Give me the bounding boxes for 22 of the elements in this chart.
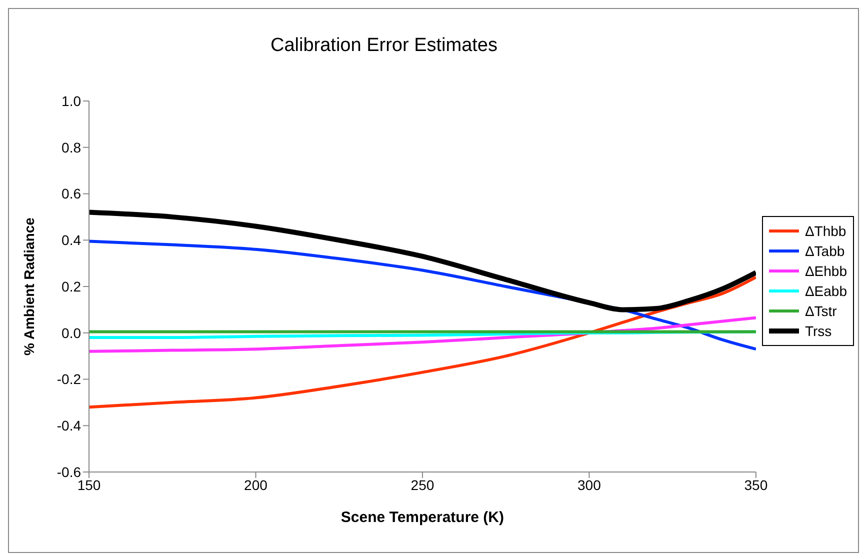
y-tick-label: 0.0 [62, 324, 82, 341]
legend-label: ΔTabb [804, 242, 845, 258]
x-axis-title: Scene Temperature (K) [340, 509, 504, 526]
legend-label: ΔTstr [804, 302, 837, 318]
legend-label: ΔEabb [804, 282, 847, 298]
line-series [89, 276, 756, 409]
y-tick-label: 1.0 [62, 92, 82, 109]
y-tick-label: -0.2 [56, 371, 82, 388]
legend-label: ΔEhbb [804, 262, 847, 278]
y-tick-label: 0.8 [62, 139, 82, 156]
x-tick-label: 350 [744, 476, 768, 493]
x-tick-label: 200 [244, 476, 268, 493]
y-tick-label: 0.6 [62, 186, 82, 202]
y-tick-label: 0.4 [62, 232, 82, 248]
legend-label: Trss [804, 322, 832, 338]
y-axis-title: % Ambient Radiance [20, 217, 37, 356]
y-tick-label: -0.4 [56, 418, 82, 434]
legend-label: ΔThbb [804, 222, 846, 238]
x-tick-label: 250 [410, 476, 434, 493]
y-tick-label: 0.2 [62, 278, 82, 294]
chart-title: Calibration Error Estimates [269, 35, 499, 57]
x-tick-label: 300 [578, 476, 602, 493]
